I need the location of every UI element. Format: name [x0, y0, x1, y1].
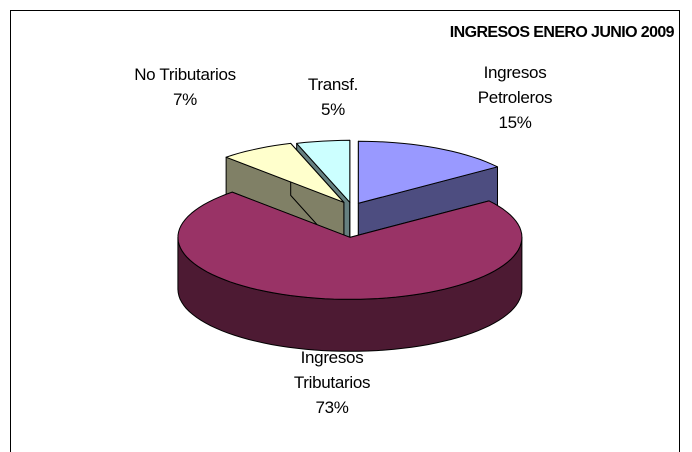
- slice-label: Ingresos Petroleros 15%: [460, 60, 570, 135]
- slice-label: No Tributarios 7%: [130, 62, 240, 112]
- value-label: 5%: [321, 100, 345, 119]
- category-label: Transf.: [307, 75, 359, 94]
- category-label: Ingresos Petroleros: [477, 63, 553, 107]
- slice-label: Ingresos Tributarios 73%: [277, 345, 387, 420]
- slice: [225, 142, 345, 203]
- value-label: 15%: [498, 113, 532, 132]
- value-label: 7%: [173, 90, 197, 109]
- category-label: Ingresos Tributarios: [293, 348, 371, 392]
- slice: [357, 140, 498, 204]
- category-label: No Tributarios: [134, 65, 236, 84]
- slice: [296, 139, 351, 203]
- slice: [177, 191, 523, 300]
- chart-frame: [10, 10, 680, 452]
- slice-label: Transf. 5%: [298, 72, 368, 122]
- value-label: 73%: [315, 398, 349, 417]
- chart-title: INGRESOS ENERO JUNIO 2009: [449, 24, 675, 41]
